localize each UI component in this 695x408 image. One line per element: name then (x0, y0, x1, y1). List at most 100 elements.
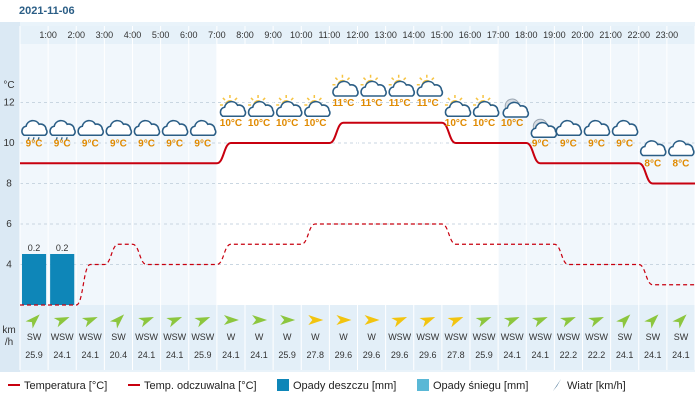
cloud-icon (639, 140, 667, 157)
cloud-shape (639, 140, 667, 157)
wind-speed-label: 24.1 (222, 350, 240, 360)
sun-ray (419, 77, 423, 81)
cloud-icon (161, 119, 189, 137)
wind-arrow-shape (644, 314, 659, 329)
hour-label: 7:00 (208, 30, 226, 40)
sun-cloud-icon (360, 74, 387, 97)
wind-arrow-shape (531, 316, 548, 328)
y-tick-label: 10 (3, 138, 15, 149)
hour-label: 13:00 (374, 30, 397, 40)
wind-direction-label: W (227, 332, 236, 342)
sun-ray (222, 97, 226, 101)
legend-box-swatch (277, 379, 289, 391)
wind-arrow-shape (503, 316, 520, 328)
cloud-shape (304, 100, 331, 118)
cloud-shape (444, 100, 472, 118)
wind-speed-label: 24.1 (166, 350, 184, 360)
wind-speed-label: 29.6 (391, 350, 409, 360)
feels-like-line (20, 223, 695, 306)
wind-unit-label: /h (5, 337, 13, 348)
wind-arrow-shape (138, 316, 154, 328)
temperature-label: 9°C (588, 138, 605, 149)
wind-speed-label: 25.9 (475, 350, 493, 360)
sun-cloud-icon (388, 74, 416, 97)
wind-direction-label: WSW (501, 332, 524, 342)
sun-ray (262, 97, 266, 101)
period-column (104, 44, 133, 305)
legend-item: Temp. odczuwalna [°C] (128, 380, 257, 392)
wind-arrow (166, 316, 183, 328)
sun-ray (334, 77, 339, 81)
sun-ray (391, 77, 395, 81)
cloud-shape (161, 119, 189, 137)
cloud-icon (77, 119, 105, 137)
wind-arrow-shape (53, 316, 70, 328)
cloud-shape (247, 100, 275, 118)
wind-arrow-shape (560, 316, 576, 328)
cloud-shape (77, 119, 105, 137)
wind-direction-label: SW (646, 332, 661, 342)
sun-ray (234, 97, 238, 101)
wind-direction-label: W (367, 332, 376, 342)
sun-cloud-icon (444, 95, 472, 118)
sun-ray (250, 97, 254, 101)
cloud-shape (189, 119, 217, 137)
temperature-label: 9°C (532, 138, 549, 149)
wind-arrow (503, 316, 520, 328)
cloud-icon (555, 119, 583, 137)
legend-item: Wiatr [km/h] (553, 379, 626, 392)
wind-arrow (588, 316, 604, 328)
cloud-shape (133, 119, 161, 137)
cloud-shape (219, 100, 247, 118)
wind-arrow-shape (81, 316, 98, 328)
wind-arrow-shape (252, 315, 268, 325)
wind-arrow-shape (308, 315, 324, 325)
period-column (610, 44, 639, 305)
wind-speed-label: 25.9 (25, 350, 43, 360)
wind-arrow (419, 316, 436, 328)
wind-arrow-shape (25, 314, 40, 329)
wind-arrow-shape (616, 314, 631, 329)
period-column (666, 44, 695, 305)
sun-cloud-icon (304, 95, 331, 118)
wind-direction-label: WSW (557, 332, 580, 342)
cloud-shape (49, 119, 76, 137)
wind-direction-label: WSW (135, 332, 158, 342)
wind-arrow (25, 314, 40, 329)
wind-speed-label: 22.2 (588, 350, 606, 360)
cloud-shape (502, 101, 530, 118)
wind-arrow (616, 314, 631, 329)
wind-speed-label: 25.9 (194, 350, 212, 360)
wind-unit-label: km (2, 325, 15, 336)
y-tick-label: 6 (6, 219, 12, 230)
y-tick-label: 12 (3, 98, 15, 109)
temperature-label: 9°C (54, 138, 71, 149)
legend-box-swatch (417, 379, 429, 391)
temperature-label: 9°C (26, 138, 43, 149)
wind-arrow (280, 315, 296, 325)
y-unit-label: °C (3, 80, 14, 91)
wind-speed-label: 27.8 (447, 350, 465, 360)
wind-arrow (391, 316, 408, 328)
wind-arrow-shape (280, 315, 296, 325)
wind-arrow (560, 316, 576, 328)
period-column (132, 44, 161, 305)
hour-label: 9:00 (264, 30, 282, 40)
rain-bar (22, 254, 47, 305)
period-column (273, 44, 302, 305)
cloud-rain-icon (49, 119, 76, 141)
wind-direction-label: W (311, 332, 320, 342)
period-column (160, 44, 189, 305)
period-column (638, 44, 667, 305)
wind-arrow (364, 315, 380, 325)
rain-drop (55, 137, 58, 141)
wind-arrow-shape (588, 316, 604, 328)
wind-direction-label: WSW (388, 332, 411, 342)
hour-label: 20:00 (571, 30, 594, 40)
cloud-shape (275, 100, 303, 118)
wind-speed-label: 24.1 (644, 350, 662, 360)
wind-arrow (336, 315, 352, 325)
rain-drop (27, 137, 30, 141)
wind-direction-label: WSW (163, 332, 186, 342)
hour-label: 5:00 (152, 30, 170, 40)
